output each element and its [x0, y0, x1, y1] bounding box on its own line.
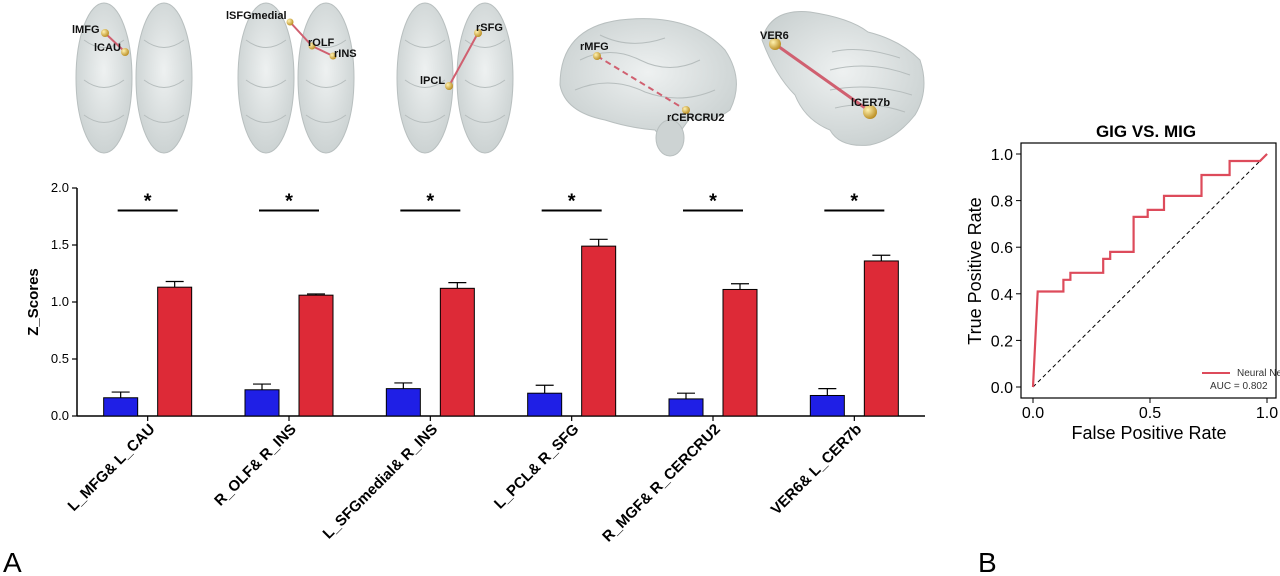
category-label: R_MGF& R_CERCRU2	[599, 421, 724, 546]
brain-node	[121, 48, 129, 56]
y-tick-label: 1.5	[51, 237, 69, 252]
roc-y-title: True Positive Rate	[965, 197, 985, 344]
roc-y-tick-label: 0.2	[991, 333, 1013, 350]
roc-x-tick-label: 0.5	[1139, 405, 1161, 422]
category-label: R_OLF& R_INS	[211, 421, 300, 510]
roc-x-tick-label: 1.0	[1256, 405, 1278, 422]
brain-label: lCAU	[94, 42, 121, 54]
roc-marks: 0.0 0.5 1.0 0.0 0.2 0.4 0.6 0.8 1.0	[991, 147, 1278, 422]
y-tick-label: 1.0	[51, 294, 69, 309]
roc-diagonal	[1032, 153, 1268, 388]
category-label: VER6& L_CER7b	[768, 421, 865, 518]
bar	[668, 398, 704, 417]
brain-panel-5: VER6 lCER7b	[760, 11, 925, 146]
brain-label: rCERCRU2	[667, 112, 724, 124]
brain-panel-1: lMFG lCAU	[72, 2, 193, 154]
brain-label: lSFGmedial	[226, 10, 287, 22]
y-tick-label: 2.0	[51, 180, 69, 195]
roc-x-tick-label: 0.0	[1022, 405, 1044, 422]
brain-node	[769, 38, 781, 50]
brain-label: lMFG	[72, 24, 100, 36]
roc-frame	[1020, 142, 1277, 399]
brain-node	[445, 82, 453, 90]
brain-node	[329, 52, 337, 60]
bar	[863, 260, 899, 417]
brain-panel-4: rMFG rCERCRU2	[559, 18, 737, 157]
roc-y-tick-label: 0.4	[991, 287, 1013, 304]
bar-marks: 0.0 0.5 1.0 1.5 2.0 * L_MFG& L_CAU * R_OLF& R_IN…	[51, 180, 899, 546]
category-label: L_PCL& R_SFG	[491, 421, 583, 513]
brain-node	[682, 106, 690, 114]
panel-label-b: B	[978, 547, 997, 576]
bar	[809, 394, 845, 417]
significance-star: *	[144, 191, 152, 213]
roc-curve	[1031, 153, 1268, 388]
bar	[722, 288, 758, 417]
brain-panel-2: lSFGmedial rOLF rINS	[226, 2, 357, 154]
bar	[103, 397, 139, 417]
roc-y-tick-label: 0.0	[991, 380, 1013, 397]
roc-chart: GIG VS. MIG False Positive Rate True Pos…	[965, 122, 1280, 443]
legend-label: Neural Net	[1237, 368, 1280, 379]
brain-label: rMFG	[580, 41, 609, 53]
significance-star: *	[426, 191, 434, 213]
roc-y-tick-label: 1.0	[991, 147, 1013, 164]
brain-node	[593, 52, 601, 60]
bar	[527, 392, 563, 417]
significance-star: *	[850, 191, 858, 213]
bar	[581, 245, 617, 417]
y-tick-label: 0.0	[51, 408, 69, 423]
legend-auc: AUC = 0.802	[1210, 381, 1268, 392]
category-label: L_SFGmedial& R_INS	[320, 421, 442, 543]
bar	[439, 287, 475, 417]
brain-node	[286, 18, 294, 26]
brain-label: lPCL	[420, 75, 445, 87]
bar	[244, 389, 280, 417]
brain-label: rOLF	[308, 37, 335, 49]
roc-x-title: False Positive Rate	[1071, 423, 1226, 443]
significance-star: *	[285, 191, 293, 213]
brain-node	[474, 29, 482, 37]
bar	[385, 388, 421, 417]
panel-label-a: A	[3, 547, 22, 576]
bar	[298, 294, 334, 417]
roc-title: GIG VS. MIG	[1096, 122, 1196, 141]
brain-panel-3: rSFG lPCL	[396, 2, 514, 154]
significance-star: *	[568, 191, 576, 213]
brain-node	[101, 29, 109, 37]
roc-y-tick-label: 0.6	[991, 240, 1013, 257]
brain-label: VER6	[760, 30, 789, 42]
brain-label: rSFG	[476, 22, 503, 34]
y-tick-label: 0.5	[51, 351, 69, 366]
brain-node	[308, 42, 316, 50]
significance-star: *	[709, 191, 717, 213]
roc-y-tick-label: 0.8	[991, 194, 1013, 211]
brain-node	[863, 105, 877, 119]
bar	[157, 286, 193, 417]
category-label: L_MFG& L_CAU	[65, 421, 159, 515]
y-axis-title: Z_Scores	[25, 268, 42, 336]
brain-label: rINS	[334, 48, 357, 60]
brain-label: lCER7b	[851, 97, 890, 109]
